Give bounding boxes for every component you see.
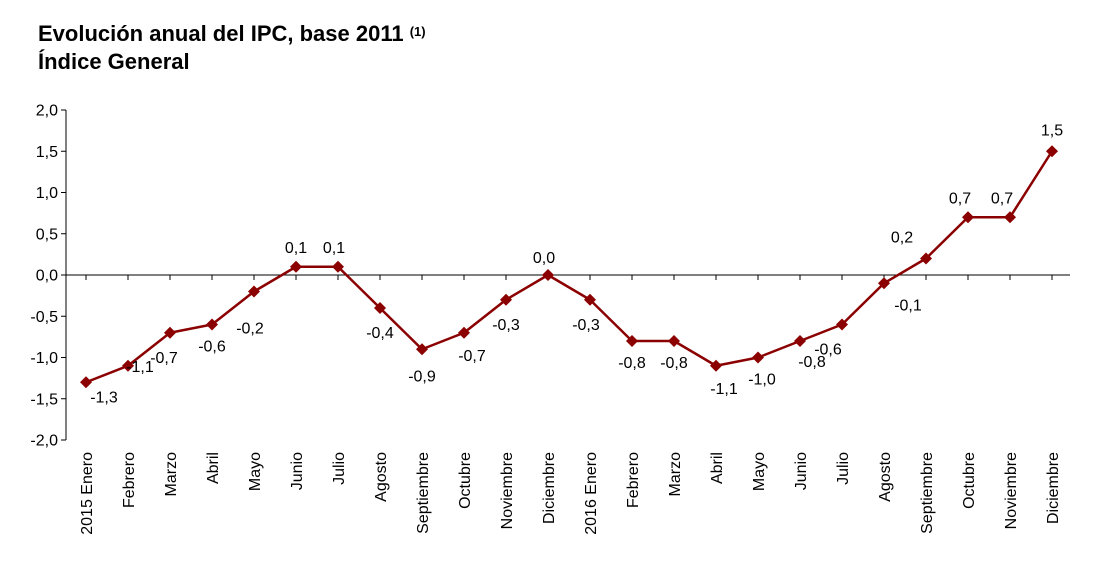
chart-axes [65,110,1070,440]
data-label: -1,1 [710,381,738,398]
x-tick-label: 2016 Enero [583,452,600,535]
data-point-marker [248,285,260,298]
x-tick-label: Febrero [625,452,642,508]
data-point-marker [374,302,386,314]
y-tick-label: 1,0 [36,185,58,202]
x-tick-label: Marzo [667,452,684,497]
chart-subtitle: Índice General [38,49,190,74]
x-tick-label: Diciembre [541,452,558,524]
data-point-marker [668,335,680,347]
data-label: 1,5 [1041,122,1063,139]
data-point-marker [416,343,428,356]
data-label: -0,2 [236,321,264,338]
data-point-marker [794,335,806,347]
y-tick-label: 2,0 [36,103,58,120]
x-tick-label: 2015 Enero [79,452,96,535]
data-label: 0,0 [533,250,555,267]
x-tick-label: Agosto [373,452,390,502]
data-point-marker [962,211,974,224]
y-tick-label: -1,0 [30,350,58,367]
data-label: -0,8 [660,355,688,372]
x-tick-label: Noviembre [499,452,516,529]
data-point-marker [206,318,218,331]
x-tick-label: Julio [835,452,852,485]
series-path [85,150,1054,384]
x-tick-label: Abril [709,452,726,484]
data-point-marker [332,260,344,273]
data-point-marker [500,293,512,306]
data-label: -0,4 [366,325,394,342]
data-point-marker [836,318,848,331]
data-point-marker [1046,145,1058,158]
y-tick-label: 0,0 [36,268,58,285]
x-tick-label: Junio [289,452,306,490]
data-label: -1,0 [748,372,776,389]
data-label: 0,2 [891,230,913,247]
data-label: -0,6 [198,339,226,356]
x-tick-label: Octubre [457,452,474,509]
x-tick-label: Abril [205,452,222,484]
data-point-marker [710,359,722,372]
data-label: -1,1 [126,359,154,376]
series-line [85,150,1054,384]
data-label: 0,1 [323,240,345,257]
data-label: -0,6 [814,342,842,359]
data-point-marker [122,359,134,372]
data-label: 0,1 [285,240,307,257]
data-label: 0,7 [949,190,971,207]
series-markers [80,145,1058,389]
chart-title-block: Evolución anual del IPC, base 2011 (1) Í… [38,20,426,76]
x-tick-label: Noviembre [1003,452,1020,529]
x-tick-label: Diciembre [1045,452,1062,524]
data-label: 0,7 [991,190,1013,207]
chart-title-line: Evolución anual del IPC, base 2011 (1) [38,20,426,48]
x-tick-label: Septiembre [919,452,936,534]
chart-title-note: (1) [409,24,426,39]
data-point-marker [80,376,92,389]
data-point-marker [584,293,596,306]
data-point-marker [1004,211,1016,224]
data-point-marker [290,260,302,273]
data-label: -0,7 [458,348,486,365]
data-point-marker [878,277,890,290]
x-tick-label: Febrero [121,452,138,508]
x-tick-label: Julio [331,452,348,485]
data-point-marker [458,326,470,339]
chart-title: Evolución anual del IPC, base 2011 [38,21,404,46]
x-tick-label: Septiembre [415,452,432,534]
x-tick-label: Junio [793,452,810,490]
data-label: -0,1 [894,297,922,314]
y-axis-ticks: 2,0 1,5 1,0 0,5 0,0 -0,5 -1,0 -1,5 -2,0 [30,103,66,450]
data-point-marker [164,326,176,339]
data-label: -1,3 [90,389,118,406]
data-label: -0,3 [492,317,520,334]
x-axis-labels: 2015 Enero Febrero Marzo Abril Mayo Junio Juli… [79,275,1062,535]
x-tick-label: Agosto [877,452,894,502]
data-label: -0,9 [408,368,436,385]
data-label: -0,8 [618,355,646,372]
x-tick-label: Octubre [961,452,978,509]
x-tick-label: Mayo [247,452,264,491]
data-point-marker [752,351,764,364]
x-tick-label: Marzo [163,452,180,497]
data-label: -0,3 [572,317,600,334]
y-tick-label: -0,5 [30,309,58,326]
y-tick-label: 1,5 [36,144,58,161]
y-tick-label: -1,5 [30,391,58,408]
y-tick-label: -2,0 [30,433,58,450]
data-label: -0,8 [798,354,826,371]
data-label: -0,7 [150,350,178,367]
data-point-marker [920,252,932,265]
data-labels: -1,3-1,1-0,7-0,6-0,20,1 0,1-0,4-0,9-0,7-0… [90,122,1063,406]
data-point-marker [626,335,638,347]
y-tick-label: 0,5 [36,226,58,243]
data-point-marker [542,269,554,281]
x-tick-label: Mayo [751,452,768,491]
